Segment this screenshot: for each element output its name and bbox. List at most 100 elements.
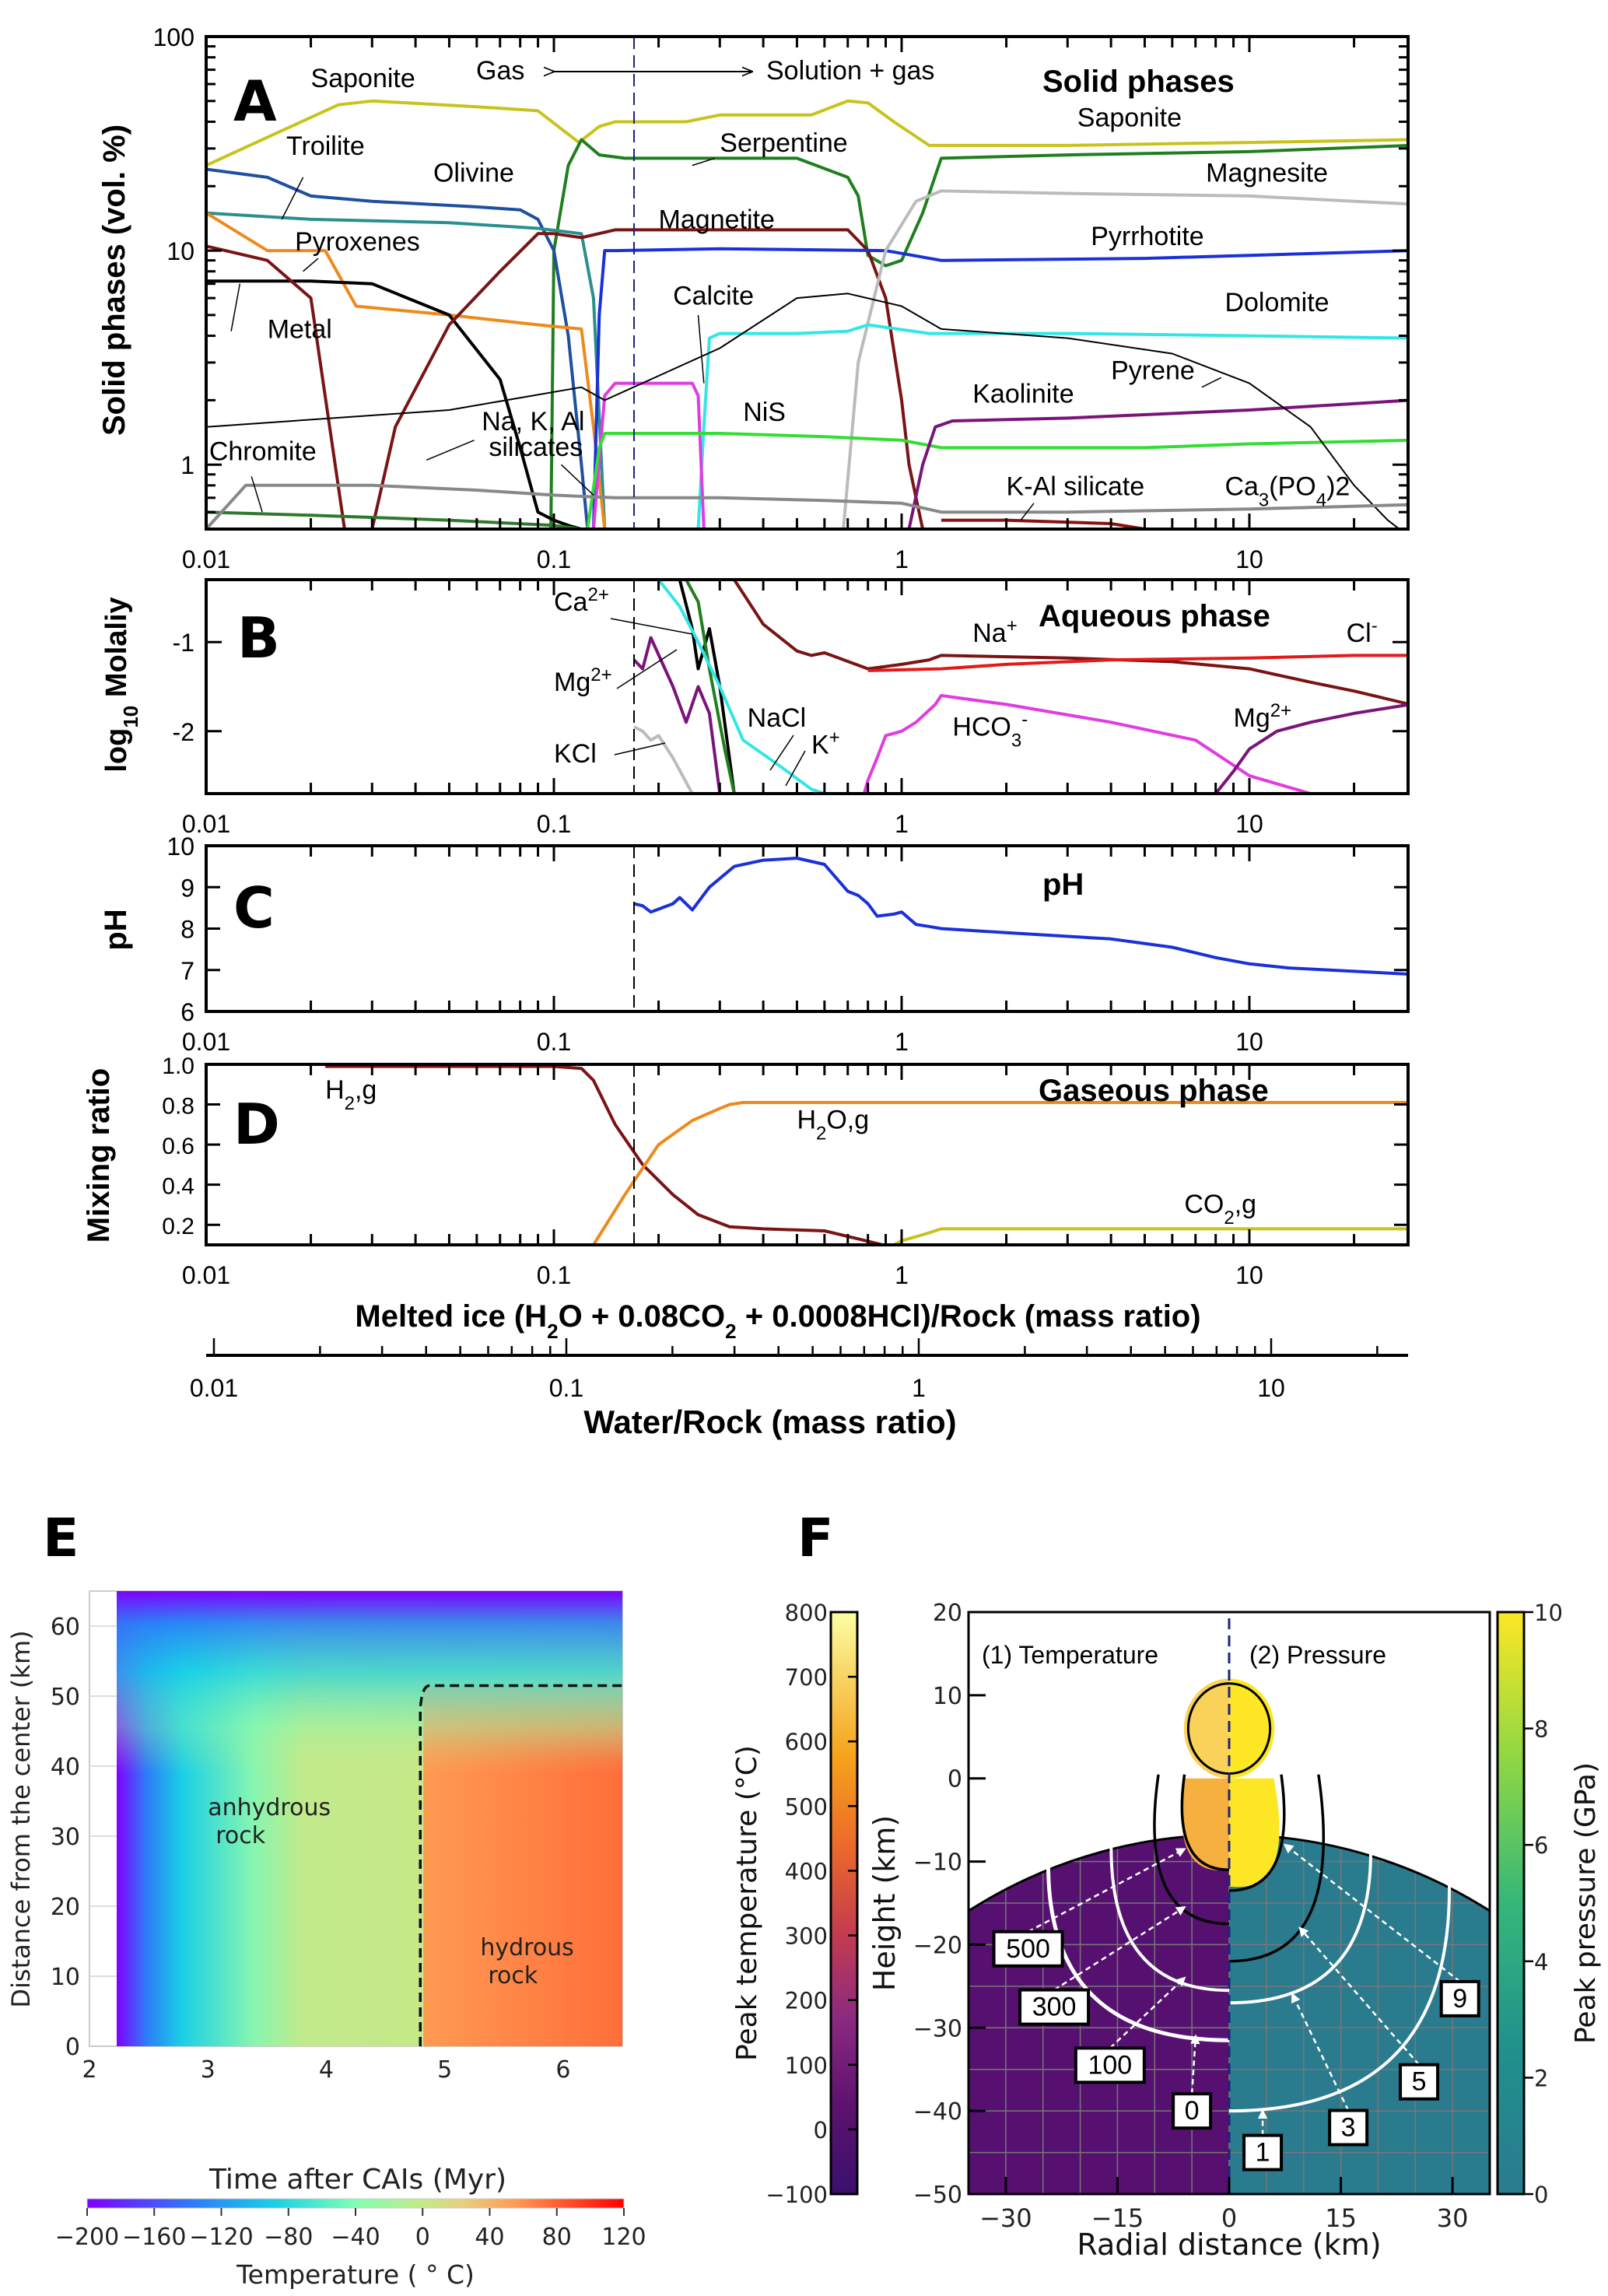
- series-metal: [206, 279, 582, 529]
- x-tick-label: −15: [1091, 2203, 1144, 2233]
- y-tick-label: −50: [913, 2182, 962, 2209]
- contour-label-box: [992, 1930, 1064, 1968]
- y-tick-label: −40: [913, 2098, 962, 2126]
- x-tick-label: 15: [1325, 2203, 1357, 2233]
- series-pyroxenes: [206, 211, 607, 529]
- panel-b-leader-lines: [610, 618, 806, 787]
- panel-b-frame: [205, 578, 1410, 795]
- series-mg2-low-: [632, 636, 722, 794]
- contour-label: 0: [1185, 2096, 1200, 2126]
- curve-label: Pyrene: [1111, 356, 1195, 386]
- contour-label-box: [1172, 2092, 1213, 2130]
- panel-a-ticks: 0.01 0.1 1 10 1 10 100: [153, 23, 1408, 573]
- panel-d-ticks: 0.01 0.1 1 10 0.2 0.4 0.6 0.8 1.0: [162, 1053, 1408, 1289]
- series-ca3-po4-2: [941, 518, 1145, 529]
- series-h2-g: [325, 1064, 883, 1245]
- gas-label: H2,g: [325, 1075, 377, 1114]
- colorbar-tick-label: 40: [475, 2224, 504, 2251]
- curve-label: Na, K, Al: [482, 407, 584, 436]
- panel-a-letter: A: [233, 68, 277, 134]
- series-magnetite: [206, 228, 1145, 529]
- curve-label: Magnesite: [1206, 158, 1328, 188]
- contour-arrow: [1053, 1906, 1186, 1991]
- contour-label: 1: [1256, 2138, 1270, 2168]
- x-tick-label: 10: [1235, 1261, 1263, 1289]
- x-tick-label: 0.01: [182, 810, 230, 838]
- contour-arrow: [1190, 2034, 1200, 2094]
- y-tick-label: 20: [933, 1600, 962, 1627]
- panel-f-left-title: (1) Temperature: [982, 1641, 1158, 1669]
- panel-d-series: [325, 1064, 1408, 1245]
- colorbar-tick-label: −40: [331, 2224, 380, 2251]
- panel-f-body: [968, 1612, 1491, 2194]
- curve-label: Calcite: [673, 281, 754, 310]
- colorbar-tick-label: 400: [785, 1858, 828, 1884]
- contour-label-box: [1018, 1988, 1091, 2026]
- contour-label: 500: [1006, 1934, 1050, 1964]
- panel-c-frame: [205, 844, 1410, 1013]
- y-tick-label: 10: [166, 237, 194, 265]
- y-tick-label: −10: [913, 1849, 962, 1877]
- curve-label: Metal: [268, 315, 332, 345]
- ion-label: HCO3-: [952, 709, 1028, 751]
- contour-500: [1180, 1774, 1230, 1872]
- ion-label: Mg2+: [1234, 700, 1292, 734]
- contour-arrow: [1109, 1976, 1186, 2049]
- series-mg2-high-: [1214, 703, 1408, 794]
- panel-e-ylabel: Distance from the center (km): [6, 1630, 36, 2007]
- panel-f-right-title: (2) Pressure: [1249, 1641, 1386, 1669]
- y-tick-label: 0.2: [162, 1214, 194, 1239]
- panel-e-colorbar-label: Temperature ( ° C): [236, 2259, 475, 2290]
- curve-label: Saponite: [311, 64, 415, 93]
- pressure-colorbar: [1496, 1611, 1526, 2196]
- leader-line: [230, 283, 241, 331]
- colorbar-tick-label: 0: [415, 2224, 430, 2251]
- y-tick-label: 40: [51, 1754, 80, 1781]
- leader-line: [1201, 377, 1222, 388]
- panel-a-curve-labels: Saponite Troilite Olivine Pyroxenes Metal Mag…: [209, 64, 1350, 510]
- colorbar-tick-label: 100: [785, 2052, 828, 2079]
- panel-d-xlabel: Melted ice (H2O + 0.08CO2 + 0.0008HCl)/R…: [355, 1299, 1200, 1343]
- x-tick-label: 1: [895, 545, 909, 573]
- x-tick-label: 0.01: [182, 1028, 230, 1056]
- curve-label: Ca3(PO4)2: [1224, 471, 1350, 510]
- contour-label: 5: [1412, 2067, 1427, 2097]
- curve-label: Pyrrhotite: [1091, 222, 1204, 251]
- x-tick-label: 5: [437, 2056, 452, 2084]
- panel-c-title: pH: [1042, 868, 1084, 902]
- x-tick-label: 2: [82, 2056, 96, 2084]
- series-dolomite: [696, 323, 1408, 529]
- colorbar-tick-label: 120: [601, 2224, 646, 2251]
- ion-label: Cl-: [1347, 615, 1378, 649]
- y-tick-label: 6: [180, 998, 194, 1026]
- xlabel-part1: Melted ice (H: [355, 1299, 547, 1334]
- contour-3: [1228, 1774, 1372, 2005]
- contour-label: 300: [1032, 1993, 1077, 2022]
- y-tick-label: −30: [913, 2015, 962, 2042]
- panel-a-title: Solid phases: [1042, 65, 1235, 99]
- panel-a-ylabel: Solid phases (vol. %): [97, 124, 131, 436]
- contour-arrow: [1291, 1993, 1350, 2112]
- series-pyrene: [206, 293, 1400, 529]
- curve-label: Pyroxenes: [295, 227, 420, 257]
- panel-d-gaseous-phase: 0.01 0.1 1 10 0.2 0.4 0.6 0.8 1.0 D Gaseous phas…: [82, 1053, 1410, 1343]
- contour-1: [1228, 1774, 1452, 2113]
- panel-b-title: Aqueous phase: [1039, 599, 1270, 633]
- solution-gas-region-label: Solution + gas: [766, 56, 934, 86]
- colorbar-tick-label: 8: [1534, 1716, 1548, 1743]
- panel-b-letter: B: [237, 605, 280, 671]
- colorbar-tick-label: 0: [814, 2117, 828, 2144]
- temperature-colorbar-label: Peak temperature (°C): [731, 1745, 763, 2061]
- x-tick-label: 0.1: [537, 1028, 571, 1056]
- leader-line: [426, 440, 475, 461]
- x-tick-label: 10: [1235, 1028, 1263, 1056]
- y-tick-label: -1: [173, 629, 194, 657]
- y-tick-label: 0.6: [162, 1134, 194, 1159]
- panel-a-solid-phases: 0.01 0.1 1 10 1 10 100 A Solid phases Gas Solu…: [97, 23, 1410, 573]
- colorbar-tick-label: 6: [1534, 1832, 1548, 1859]
- panel-d-curve-labels: H2,g H2O,g CO2,g: [325, 1075, 1256, 1228]
- contour-arrow: [1298, 1926, 1421, 2066]
